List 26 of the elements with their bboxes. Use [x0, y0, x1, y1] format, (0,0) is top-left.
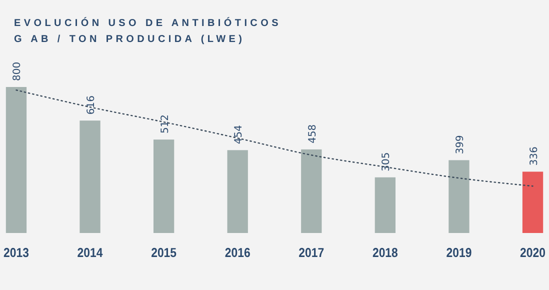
bar [301, 149, 322, 233]
bar [227, 150, 248, 233]
bar [153, 140, 174, 233]
data-label: 305 [381, 152, 392, 172]
bar [522, 172, 544, 233]
data-label: 512 [160, 114, 171, 134]
x-tick-label: 2014 [77, 245, 103, 260]
bar [374, 177, 396, 233]
bar [6, 87, 27, 233]
data-label: 800 [12, 62, 24, 81]
data-label: 399 [454, 135, 466, 154]
x-tick-label: 2018 [372, 245, 398, 260]
x-tick-label: 2013 [4, 245, 30, 260]
bar [448, 160, 470, 233]
x-tick-label: 2020 [520, 245, 546, 260]
x-tick-label: 2017 [298, 245, 324, 260]
x-tick-label: 2015 [151, 245, 177, 260]
data-label: 616 [86, 95, 98, 115]
x-tick-label: 2019 [446, 245, 472, 260]
data-label: 458 [307, 124, 318, 144]
data-label: 336 [528, 146, 540, 166]
bar [80, 120, 100, 233]
chart-subtitle: G AB / TON PRODUCIDA (LWE) [14, 34, 246, 45]
x-tick-label: 2016 [224, 245, 250, 260]
chart-title: EVOLUCIÓN USO DE ANTIBIÓTICOS [14, 17, 282, 29]
data-label: 454 [234, 125, 245, 144]
